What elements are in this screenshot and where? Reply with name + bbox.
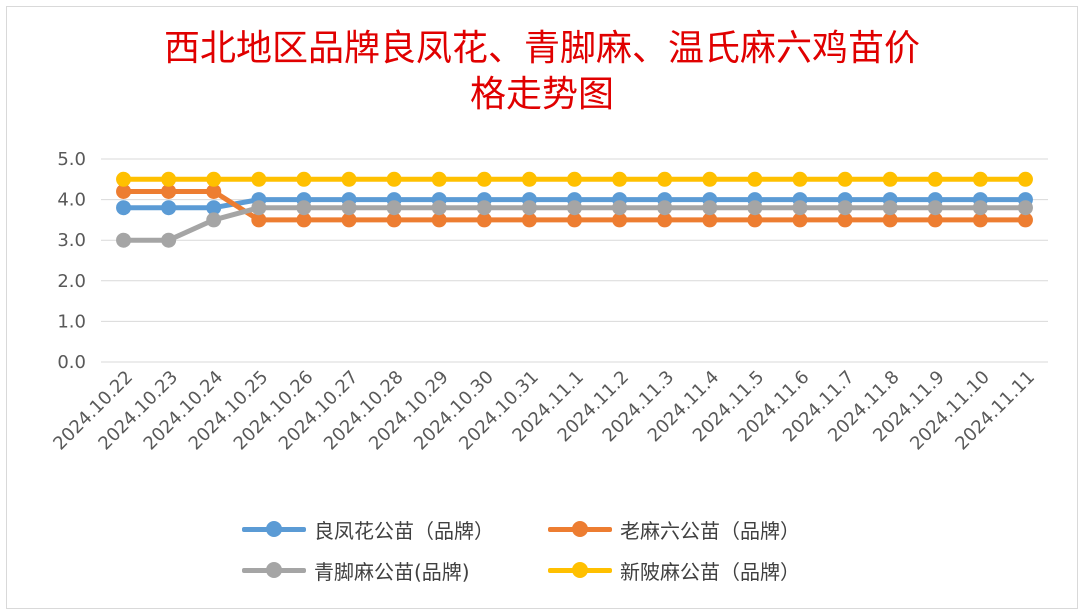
legend-item-liangfenghua: 良凤花公苗（品牌）	[240, 514, 494, 544]
legend-label: 老麻六公苗（品牌）	[620, 518, 800, 543]
series-2-point	[612, 200, 628, 216]
series-2-point	[657, 200, 673, 216]
y-tick-label: 5.0	[57, 149, 86, 170]
series-2-point	[702, 200, 718, 216]
series-1-point	[567, 212, 582, 228]
series-1-point	[927, 212, 943, 228]
legend-item-xinpima: 新陂麻公苗（品牌）	[546, 555, 800, 585]
series-1-point	[206, 183, 222, 199]
legend-marker	[572, 521, 588, 537]
series-1-point	[747, 212, 763, 228]
legend-marker	[572, 562, 588, 578]
y-tick-label: 3.0	[57, 230, 86, 251]
series-1-point	[1017, 212, 1033, 228]
legend-swatch	[546, 514, 614, 544]
series-2-point	[116, 232, 132, 248]
chart-title: 西北地区品牌良凤花、青脚麻、温氏麻六鸡苗价 格走势图	[0, 26, 1084, 118]
series-1-point	[972, 212, 988, 228]
series-1-point	[521, 212, 537, 228]
legend-item-qingjiaoma: 青脚麻公苗(品牌)	[240, 555, 470, 585]
series-1-point	[341, 212, 357, 228]
series-3-point	[251, 171, 267, 187]
legend-label: 新陂麻公苗（品牌）	[620, 559, 800, 584]
series-2-point	[386, 200, 402, 216]
series-2-point	[476, 200, 492, 216]
series-1-point	[476, 212, 492, 228]
series-3-point	[341, 171, 357, 187]
y-tick-label: 0.0	[57, 352, 86, 373]
series-1-point	[251, 212, 267, 228]
series-0-point	[161, 200, 177, 216]
series-1-point	[116, 183, 132, 199]
series-3-point	[1017, 171, 1033, 187]
y-tick-label: 1.0	[57, 311, 86, 332]
series-2-point	[972, 200, 988, 216]
legend-swatch	[240, 514, 308, 544]
series-3-point	[116, 171, 132, 187]
series-1-point	[837, 212, 853, 228]
series-0-point	[206, 200, 222, 216]
series-3-point	[927, 171, 943, 187]
series-3-point	[567, 171, 582, 187]
series-2-point	[296, 200, 312, 216]
series-2-point	[521, 200, 537, 216]
series-3-point	[161, 171, 177, 187]
chart-title-line-2: 格走势图	[469, 74, 614, 115]
legend-label: 良凤花公苗（品牌）	[314, 518, 494, 543]
series-3-point	[792, 171, 808, 187]
series-3-point	[747, 171, 763, 187]
series-2-point	[341, 200, 357, 216]
series-2-point	[837, 200, 853, 216]
series-2-point	[792, 200, 808, 216]
series-3-point	[702, 171, 718, 187]
legend-swatch	[546, 555, 614, 585]
series-3-point	[476, 171, 492, 187]
series-1-point	[657, 212, 673, 228]
series-3-point	[972, 171, 988, 187]
series-3-point	[296, 171, 312, 187]
y-tick-label: 4.0	[57, 190, 86, 211]
series-3-point	[612, 171, 628, 187]
series-3-point	[657, 171, 673, 187]
legend-label: 青脚麻公苗(品牌)	[314, 559, 470, 584]
series-3-point	[386, 171, 402, 187]
series-1-point	[386, 212, 402, 228]
chart-border	[6, 6, 1078, 609]
series-3-point	[206, 171, 222, 187]
series-2-point	[251, 200, 267, 216]
series-1-point	[431, 212, 447, 228]
legend-marker	[266, 521, 282, 537]
legend-swatch	[240, 555, 308, 585]
series-1-point	[612, 212, 628, 228]
series-3-point	[521, 171, 537, 187]
series-2-point	[431, 200, 447, 216]
series-3-point	[431, 171, 447, 187]
series-1-point	[161, 183, 177, 199]
series-2-point	[882, 200, 898, 216]
series-2-point	[1017, 200, 1033, 216]
legend-item-laomaliu: 老麻六公苗（品牌）	[546, 514, 800, 544]
series-2-point	[206, 212, 222, 228]
series-2-point	[161, 232, 177, 248]
series-2-point	[747, 200, 763, 216]
series-1-point	[702, 212, 718, 228]
legend-marker	[266, 562, 282, 578]
series-3-point	[882, 171, 898, 187]
series-2-point	[927, 200, 943, 216]
series-1-point	[296, 212, 312, 228]
y-tick-label: 2.0	[57, 271, 86, 292]
series-1-point	[882, 212, 898, 228]
legend: 良凤花公苗（品牌） 老麻六公苗（品牌） 青脚麻公苗(品牌) 新陂麻公苗（品牌）	[240, 514, 860, 594]
series-3-point	[837, 171, 853, 187]
series-0-point	[116, 200, 132, 216]
chart-title-line-1: 西北地区品牌良凤花、青脚麻、温氏麻六鸡苗价	[163, 28, 920, 69]
series-2-point	[567, 200, 582, 216]
series-1-point	[792, 212, 808, 228]
